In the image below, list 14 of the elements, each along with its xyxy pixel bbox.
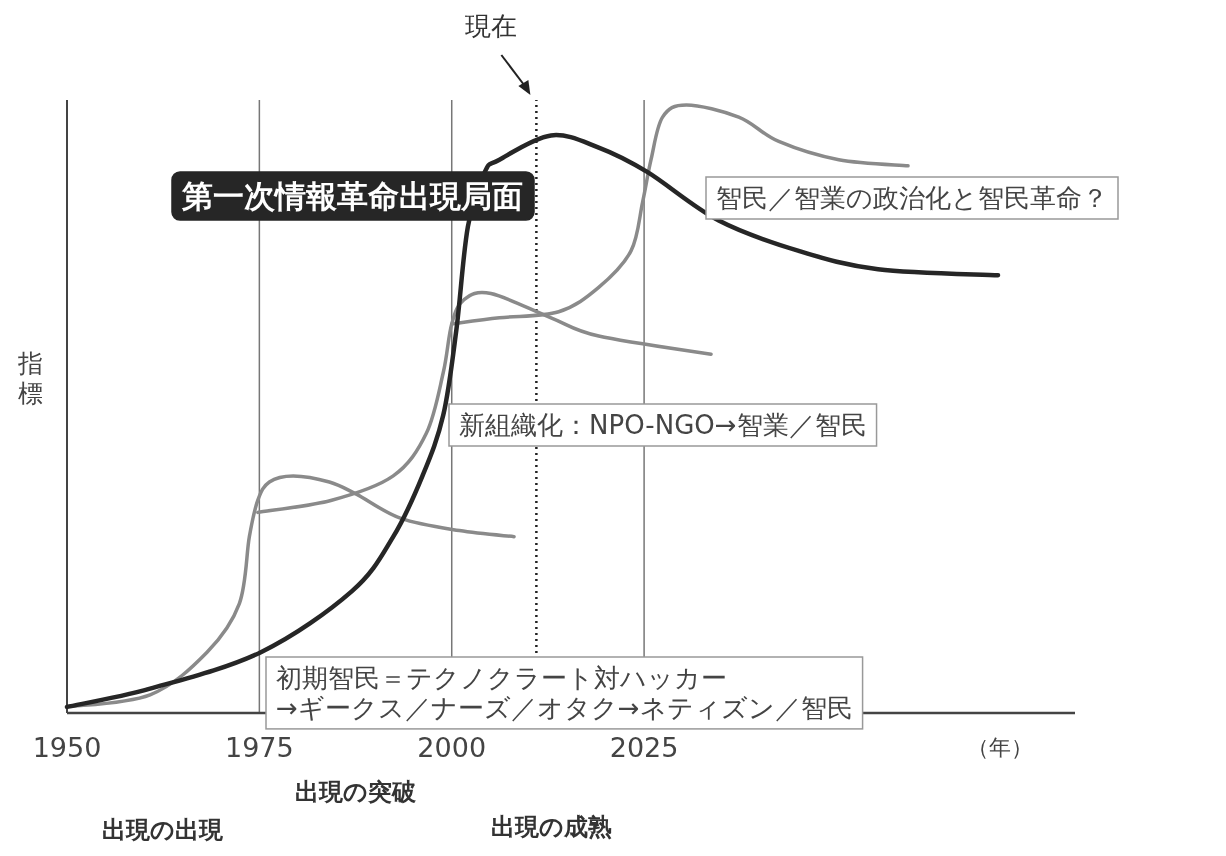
x-tick-label: 1950 — [32, 732, 102, 763]
text: 出現の出現 — [101, 816, 224, 844]
x-tick-label: 2025 — [609, 732, 679, 763]
y-axis-title: 指標 — [16, 349, 43, 408]
series-label: 新組織化：NPO-NGO→智業／智民 — [459, 410, 867, 440]
text: 出現の成熟 — [490, 813, 612, 841]
x-tick-label: 2000 — [417, 732, 487, 763]
text: 初期智民＝テクノクラート対ハッカー →ギークス／ナーズ／オタク→ネティズン／智民 — [276, 663, 853, 723]
text: 出現の突破 — [294, 778, 417, 806]
x-axis-title: （年） — [967, 735, 1033, 760]
ref-line-label: 現在 — [465, 11, 518, 41]
series-label: 第一次情報革命出現局面 — [181, 178, 523, 214]
x-tick-label: 1975 — [225, 732, 294, 763]
series-label: 智民／智業の政治化と智民革命？ — [716, 183, 1108, 213]
